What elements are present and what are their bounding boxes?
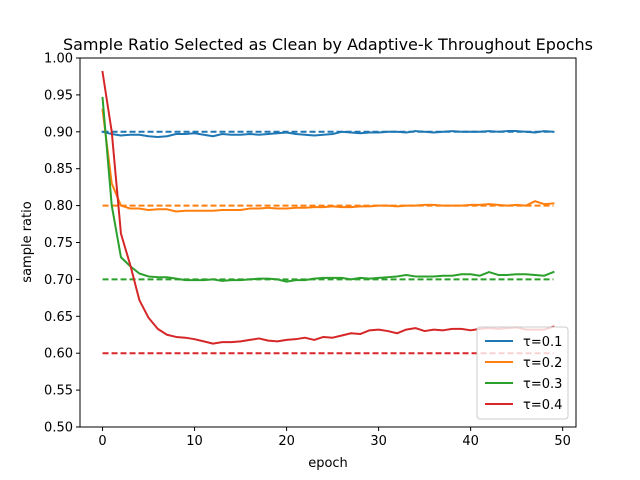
y-tick-label: 0.55	[44, 384, 73, 399]
y-tick-label: 0.70	[44, 273, 73, 288]
series-line-3	[101, 96, 555, 283]
legend: τ=0.1 τ=0.2 τ=0.3 τ=0.4	[476, 326, 569, 420]
y-tick-label: 0.95	[44, 88, 73, 103]
x-tick-label: 0	[98, 434, 106, 449]
chart-title: Sample Ratio Selected as Clean by Adapti…	[63, 35, 593, 54]
y-tick-label: 0.60	[44, 347, 73, 362]
x-tick-label: 40	[462, 434, 479, 449]
x-axis-label: epoch	[308, 456, 348, 471]
y-axis-ticks: 0.50 0.55 0.60 0.65 0.70 0.75 0.80 0.85 0.90 0.95…	[44, 52, 80, 436]
legend-box	[476, 326, 569, 420]
x-tick-label: 20	[278, 434, 295, 449]
plot-area	[79, 57, 577, 428]
y-tick-label: 0.65	[44, 310, 73, 325]
x-tick-label: 30	[370, 434, 387, 449]
y-tick-label: 0.85	[44, 162, 73, 177]
legend-label-4: τ=0.4	[523, 398, 562, 413]
legend-label-1: τ=0.1	[523, 335, 562, 350]
legend-label-3: τ=0.3	[523, 377, 562, 392]
x-tick-label: 10	[186, 434, 203, 449]
y-tick-label: 1.00	[44, 52, 73, 67]
y-axis-label: sample ratio	[20, 201, 35, 282]
y-tick-label: 0.80	[44, 199, 73, 214]
y-tick-label: 0.50	[44, 421, 73, 436]
legend-label-2: τ=0.2	[523, 356, 562, 371]
x-axis-ticks: 0 10 20 30 40 50	[98, 427, 571, 449]
series-line-1	[101, 130, 555, 138]
x-tick-label: 50	[554, 434, 571, 449]
series-line-2	[101, 108, 555, 213]
y-tick-label: 0.75	[44, 236, 73, 251]
y-tick-label: 0.90	[44, 125, 73, 140]
